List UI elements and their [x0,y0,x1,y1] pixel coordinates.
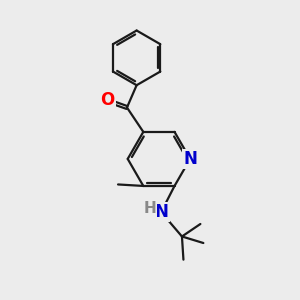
Text: N: N [183,150,197,168]
Text: H: H [143,201,156,216]
Text: N: N [155,203,169,221]
Text: O: O [100,92,114,110]
